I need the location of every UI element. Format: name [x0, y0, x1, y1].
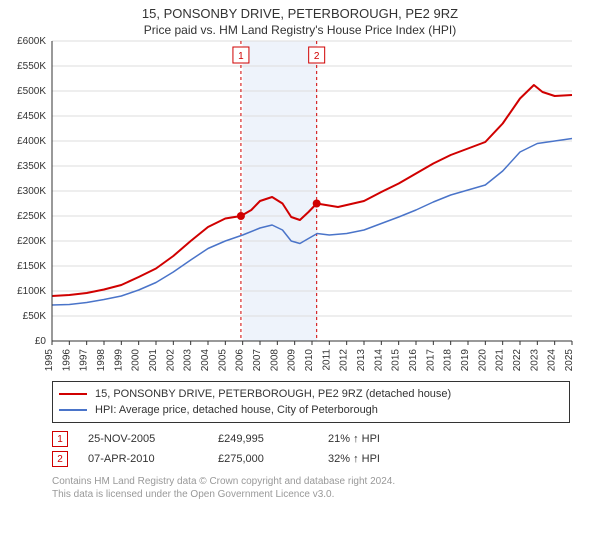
- svg-text:2004: 2004: [200, 349, 211, 372]
- svg-text:2018: 2018: [443, 349, 454, 372]
- svg-text:1: 1: [238, 51, 244, 62]
- svg-text:£300K: £300K: [17, 186, 46, 197]
- price-chart: £0 £50K £100K £150K £200K £250K £300K £350K £400…: [0, 37, 600, 377]
- sale-row: 2 07-APR-2010 £275,000 32% ↑ HPI: [52, 449, 570, 469]
- svg-text:£450K: £450K: [17, 111, 46, 122]
- sale-marker-icon: 2: [52, 451, 68, 467]
- svg-text:2006: 2006: [235, 349, 246, 372]
- sale-marker-icon: 1: [52, 431, 68, 447]
- footer-line: Contains HM Land Registry data © Crown c…: [52, 475, 570, 488]
- svg-text:2010: 2010: [304, 349, 315, 372]
- sale-date: 07-APR-2010: [88, 453, 198, 465]
- legend-item: HPI: Average price, detached house, City…: [59, 402, 563, 418]
- svg-text:2025: 2025: [564, 349, 575, 372]
- svg-text:1999: 1999: [113, 349, 124, 372]
- sale-row: 1 25-NOV-2005 £249,995 21% ↑ HPI: [52, 429, 570, 449]
- sale-date: 25-NOV-2005: [88, 433, 198, 445]
- svg-text:2020: 2020: [477, 349, 488, 372]
- svg-text:2023: 2023: [529, 349, 540, 372]
- svg-text:2017: 2017: [425, 349, 436, 372]
- svg-text:£500K: £500K: [17, 86, 46, 97]
- chart-title: 15, PONSONBY DRIVE, PETERBOROUGH, PE2 9R…: [0, 6, 600, 21]
- footer-line: This data is licensed under the Open Gov…: [52, 488, 570, 501]
- sale-delta: 32% ↑ HPI: [328, 453, 448, 465]
- svg-text:2014: 2014: [373, 349, 384, 372]
- svg-text:1997: 1997: [79, 349, 90, 372]
- svg-text:£150K: £150K: [17, 261, 46, 272]
- svg-text:2002: 2002: [165, 349, 176, 372]
- svg-text:£200K: £200K: [17, 236, 46, 247]
- sale-price: £249,995: [218, 433, 308, 445]
- svg-text:1996: 1996: [61, 349, 72, 372]
- sale-price: £275,000: [218, 453, 308, 465]
- sale-delta: 21% ↑ HPI: [328, 433, 448, 445]
- svg-text:£250K: £250K: [17, 211, 46, 222]
- svg-text:2009: 2009: [287, 349, 298, 372]
- svg-text:1998: 1998: [96, 349, 107, 372]
- svg-text:£350K: £350K: [17, 161, 46, 172]
- svg-text:2: 2: [314, 51, 320, 62]
- footer-attribution: Contains HM Land Registry data © Crown c…: [52, 475, 570, 501]
- legend-item: 15, PONSONBY DRIVE, PETERBOROUGH, PE2 9R…: [59, 386, 563, 402]
- svg-text:2022: 2022: [512, 349, 523, 372]
- svg-text:2012: 2012: [339, 349, 350, 372]
- svg-text:2007: 2007: [252, 349, 263, 372]
- svg-text:£0: £0: [35, 336, 47, 347]
- svg-text:£400K: £400K: [17, 136, 46, 147]
- legend-swatch: [59, 409, 87, 411]
- chart-subtitle: Price paid vs. HM Land Registry's House …: [0, 23, 600, 37]
- svg-text:2008: 2008: [269, 349, 280, 372]
- svg-text:2021: 2021: [495, 349, 506, 372]
- svg-text:2024: 2024: [547, 349, 558, 372]
- svg-text:2016: 2016: [408, 349, 419, 372]
- svg-text:£550K: £550K: [17, 61, 46, 72]
- svg-text:2005: 2005: [217, 349, 228, 372]
- svg-text:2015: 2015: [391, 349, 402, 372]
- svg-text:2013: 2013: [356, 349, 367, 372]
- svg-text:£50K: £50K: [23, 311, 47, 322]
- svg-text:2001: 2001: [148, 349, 159, 372]
- legend-label: HPI: Average price, detached house, City…: [95, 404, 378, 416]
- legend: 15, PONSONBY DRIVE, PETERBOROUGH, PE2 9R…: [52, 381, 570, 423]
- svg-text:2003: 2003: [183, 349, 194, 372]
- svg-text:2019: 2019: [460, 349, 471, 372]
- svg-text:£100K: £100K: [17, 286, 46, 297]
- legend-label: 15, PONSONBY DRIVE, PETERBOROUGH, PE2 9R…: [95, 388, 451, 400]
- legend-swatch: [59, 393, 87, 395]
- sales-table: 1 25-NOV-2005 £249,995 21% ↑ HPI 2 07-APR-201…: [52, 429, 570, 469]
- svg-text:2011: 2011: [321, 349, 332, 371]
- svg-text:2000: 2000: [131, 349, 142, 372]
- svg-text:£600K: £600K: [17, 37, 46, 47]
- svg-text:1995: 1995: [44, 349, 55, 372]
